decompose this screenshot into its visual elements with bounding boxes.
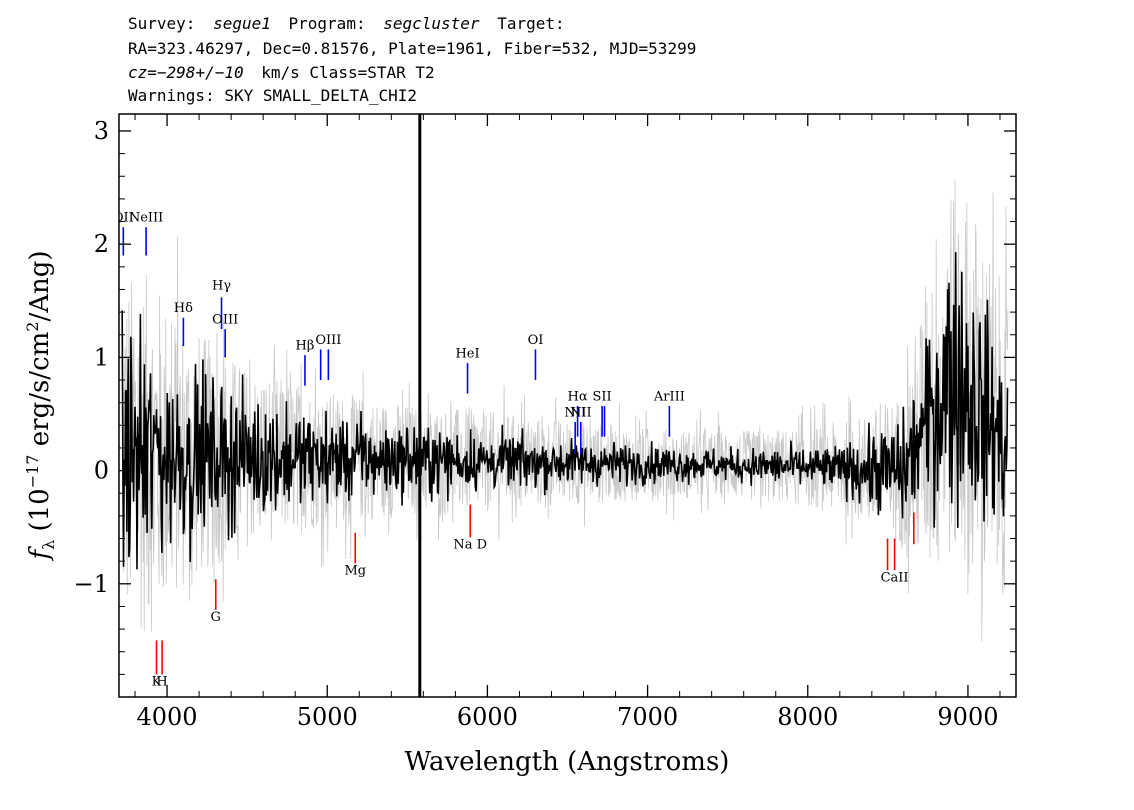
emission-label-Halpha: Hα — [568, 389, 588, 404]
target-label: Target: — [497, 14, 564, 33]
axis-ticks — [119, 114, 1016, 697]
emission-label-OI: OI — [528, 333, 544, 348]
axis-tick-labels: 4000 5000 6000 7000 8000 9000 −1 0 1 2 3 — [74, 117, 999, 731]
y-axis-exp2: 2 — [23, 322, 42, 332]
absorption-label-G: G — [211, 610, 221, 625]
flux-spectrum — [121, 252, 1009, 570]
y-tick-label: 0 — [94, 457, 109, 485]
header-warnings: Warnings: SKY SMALL_DELTA_CHI2 — [128, 86, 417, 105]
y-tick-label: −1 — [74, 570, 109, 598]
header-line-3: cz=−298+/−10 km/s Class=STAR T2 — [128, 63, 435, 82]
chart-header: Survey: segue1 Program: segcluster Targe… — [128, 14, 696, 105]
absorption-label-Mg: Mg — [344, 564, 366, 579]
program-value: segcluster — [383, 14, 480, 33]
x-tick-label: 8000 — [777, 703, 838, 731]
cz-value: −298+/−10 — [157, 63, 244, 82]
emission-label-SII-6716: SII — [593, 389, 612, 404]
survey-value: segue1 — [213, 14, 271, 33]
y-tick-label: 3 — [94, 117, 109, 145]
emission-label-ArIII: ArIII — [653, 389, 685, 404]
emission-label-OIII-4363: OIII — [212, 312, 238, 327]
header-line-2: RA=323.46297, Dec=0.81576, Plate=1961, F… — [128, 39, 696, 58]
x-axis-title: Wavelength (Angstroms) — [405, 747, 730, 777]
absorption-label-K: K — [152, 675, 162, 690]
absorption-label-CaII-8542: CaII — [881, 571, 909, 586]
emission-label-Hgamma: Hγ — [212, 278, 231, 293]
y-tick-label: 1 — [94, 343, 109, 371]
y-axis-sub: λ — [39, 540, 58, 550]
y-axis-title: fλ (10−17 erg/s/cm2/Ang) — [23, 250, 58, 561]
emission-label-Hdelta: Hδ — [174, 301, 193, 316]
y-tick-label: 2 — [94, 230, 109, 258]
error-spectrum — [121, 179, 1009, 642]
emission-label-Hbeta: Hβ — [296, 338, 315, 353]
flux-series-line — [121, 252, 1009, 570]
cz-rest: km/s Class=STAR T2 — [261, 63, 434, 82]
emission-label-NII-6548: NII — [564, 405, 586, 420]
header-line-1: Survey: segue1 Program: segcluster Targe… — [128, 14, 565, 33]
x-tick-label: 5000 — [297, 703, 358, 731]
x-tick-label: 7000 — [617, 703, 678, 731]
y-axis-part3: /Ang) — [25, 250, 55, 321]
y-axis-exp: −17 — [23, 455, 42, 489]
survey-label: Survey: — [128, 14, 195, 33]
absorption-label-H: H — [156, 675, 167, 690]
program-label: Program: — [289, 14, 366, 33]
plot-frame — [118, 113, 1017, 698]
x-tick-label: 4000 — [137, 703, 198, 731]
x-tick-label: 6000 — [457, 703, 518, 731]
emission-label-OIII-5007: OIII — [315, 333, 341, 348]
y-axis-part2: erg/s/cm — [25, 332, 55, 455]
x-tick-label: 9000 — [937, 703, 998, 731]
cz-label: cz= — [128, 63, 157, 82]
absorption-label-NaD: Na D — [453, 538, 487, 553]
emission-label-HeI: HeI — [455, 346, 479, 361]
error-series-line — [121, 179, 1009, 642]
y-axis-part1: (10 — [25, 488, 55, 540]
emission-label-NeIII: NeIII — [129, 211, 163, 226]
emission-label-NII-6583: NII — [570, 405, 592, 420]
